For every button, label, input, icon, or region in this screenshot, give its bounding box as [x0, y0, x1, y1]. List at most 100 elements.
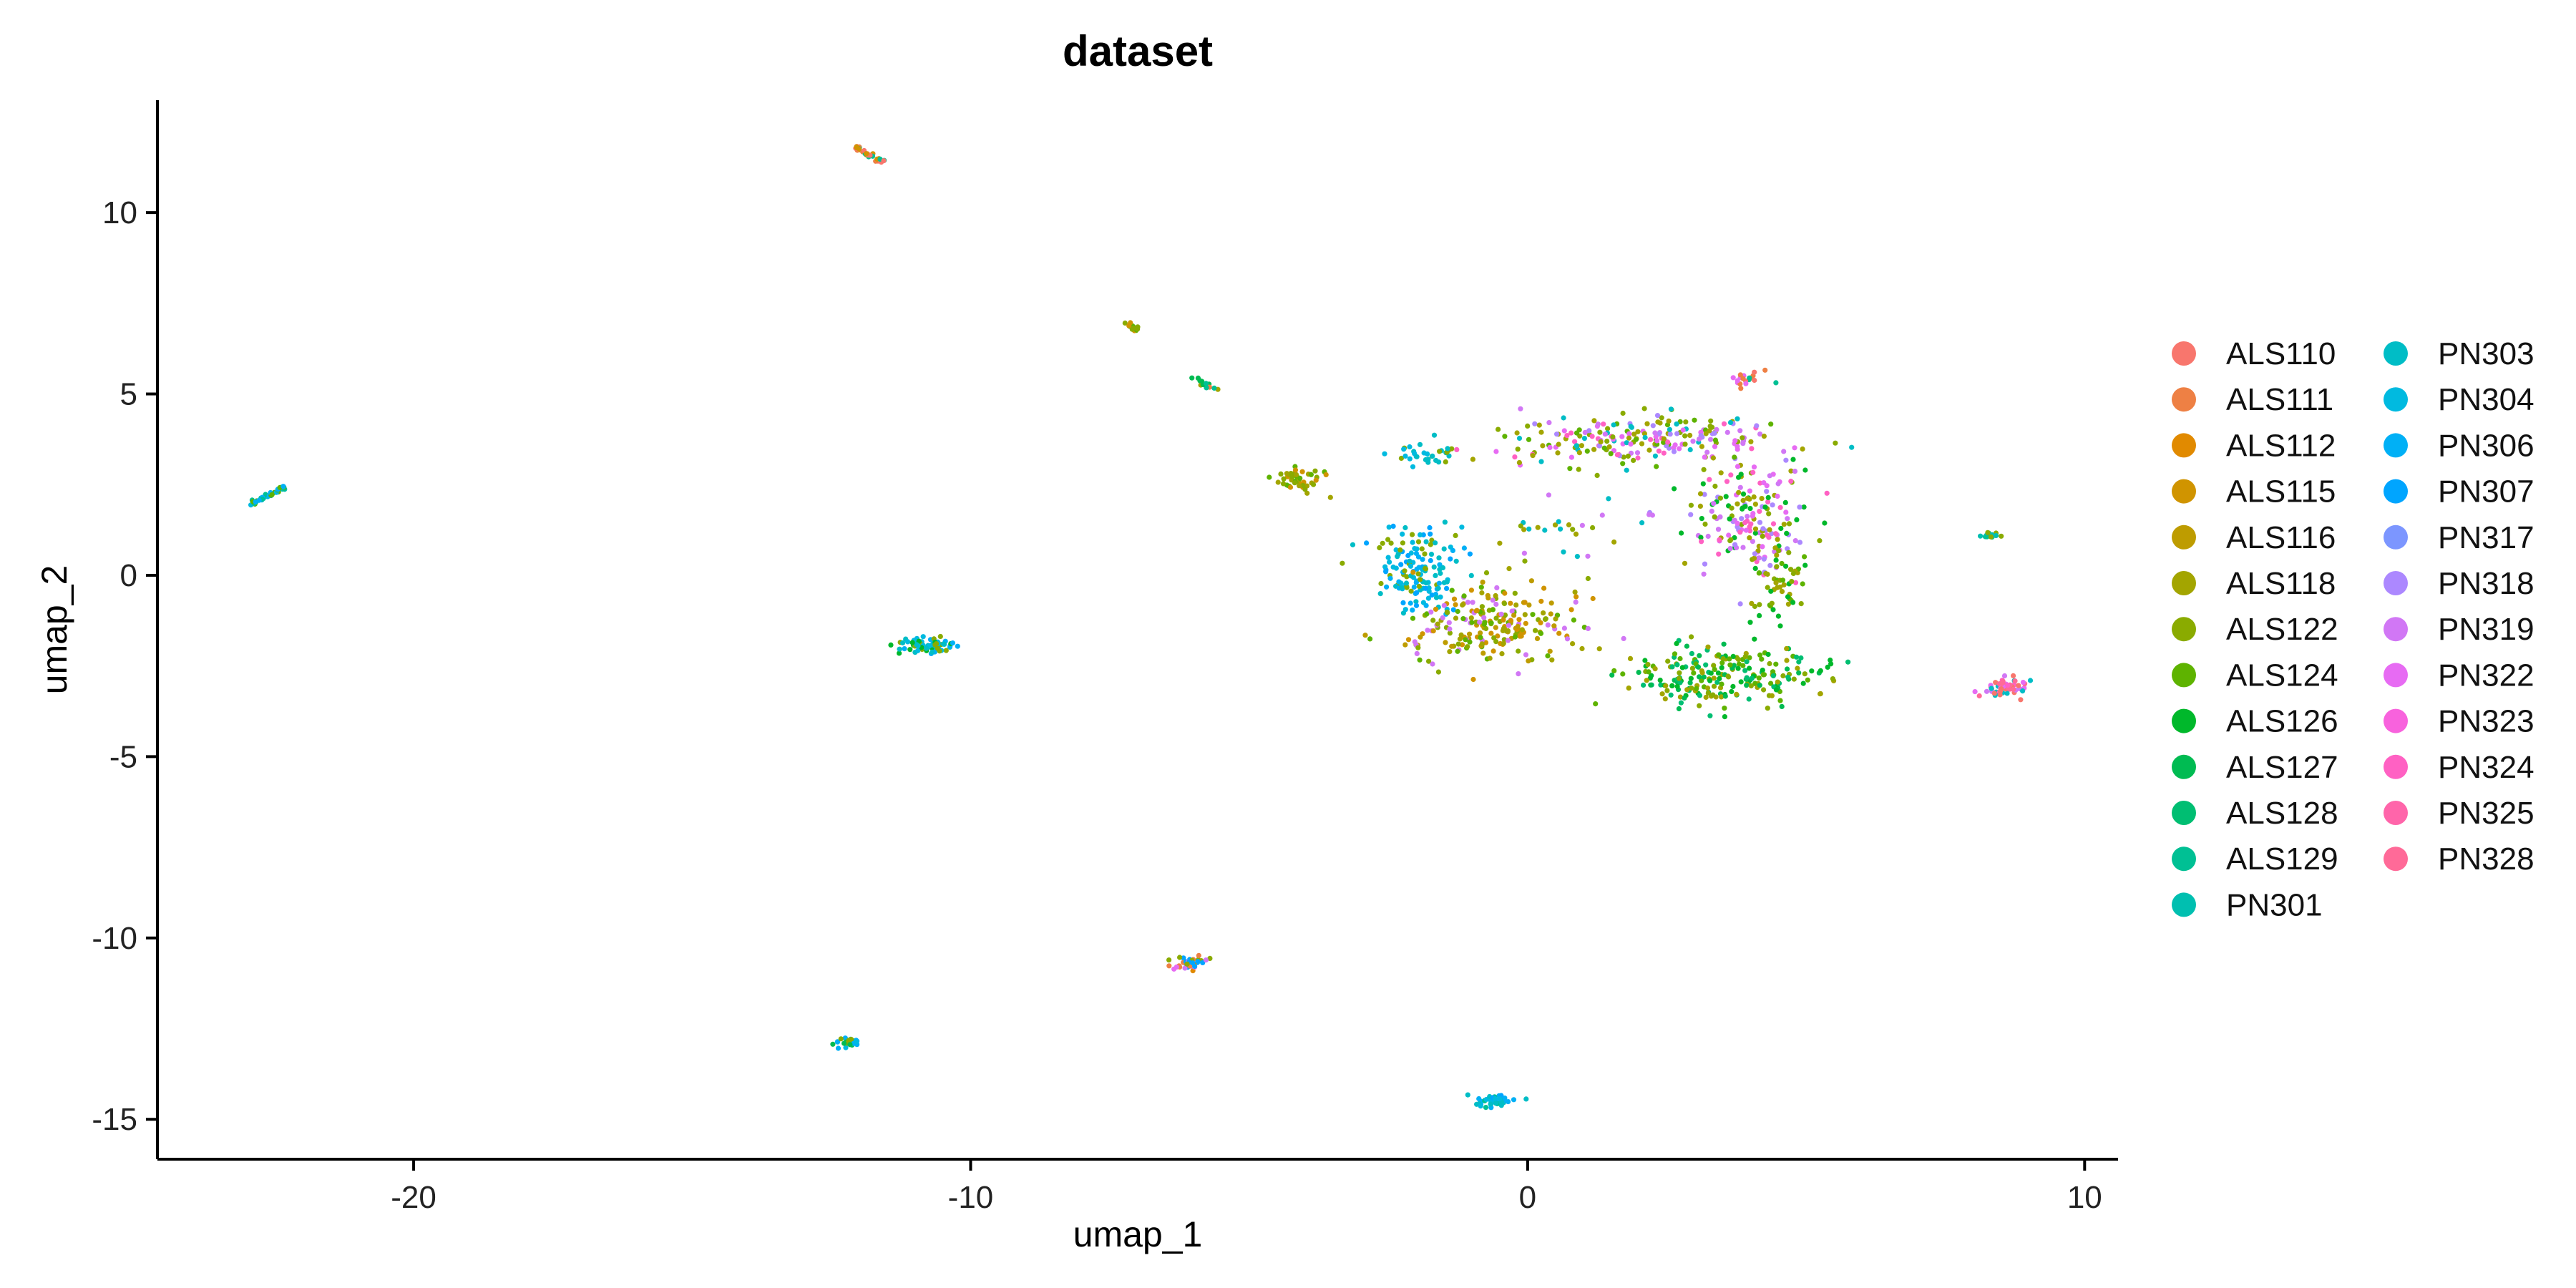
scatter-point	[1747, 375, 1752, 381]
scatter-point	[1721, 421, 1727, 426]
scatter-point	[1712, 514, 1717, 520]
scatter-point	[1621, 454, 1626, 460]
scatter-point	[1597, 429, 1603, 435]
scatter-point	[1461, 545, 1467, 551]
scatter-point	[1579, 443, 1584, 449]
scatter-point	[1727, 656, 1732, 662]
scatter-point	[1401, 447, 1407, 452]
scatter-point	[1796, 670, 1802, 675]
scatter-point	[1491, 635, 1497, 641]
scatter-point	[1433, 540, 1438, 546]
scatter-point	[1747, 620, 1753, 625]
scatter-point	[1166, 963, 1172, 969]
scatter-point	[1493, 601, 1499, 608]
legend-label: ALS112	[2226, 428, 2336, 463]
scatter-point	[1181, 955, 1186, 961]
scatter-point	[1757, 652, 1763, 658]
scatter-point	[1430, 628, 1436, 634]
scatter-point	[1604, 439, 1610, 444]
scatter-point	[1579, 645, 1585, 652]
scatter-point	[1698, 535, 1704, 540]
scatter-point	[1174, 964, 1179, 970]
scatter-point	[1522, 600, 1528, 605]
scatter-point	[1395, 552, 1401, 557]
scatter-point	[1677, 694, 1683, 700]
scatter-point	[1738, 472, 1744, 477]
legend-label: PN328	[2438, 841, 2534, 877]
scatter-point	[1648, 682, 1654, 688]
scatter-point	[1340, 560, 1345, 566]
scatter-point	[1691, 670, 1697, 676]
scatter-point	[1518, 633, 1524, 639]
scatter-point	[1699, 678, 1704, 683]
scatter-point	[1683, 419, 1689, 425]
scatter-point	[1668, 692, 1674, 698]
scatter-point	[1775, 537, 1780, 542]
scatter-point	[1506, 566, 1512, 572]
scatter-point	[1704, 449, 1710, 455]
scatter-point	[1773, 531, 1779, 537]
scatter-point	[1775, 585, 1780, 590]
scatter-point	[1795, 665, 1800, 671]
scatter-point	[1752, 636, 1757, 642]
scatter-point	[1304, 490, 1310, 496]
scatter-point	[1748, 439, 1754, 444]
scatter-point	[1547, 648, 1553, 654]
scatter-point	[1784, 645, 1790, 652]
scatter-point	[854, 1039, 859, 1045]
scatter-point	[1402, 453, 1408, 459]
scatter-point	[1668, 406, 1674, 412]
scatter-point	[1769, 600, 1775, 606]
scatter-point	[1798, 601, 1804, 607]
scatter-point	[1736, 661, 1742, 667]
scatter-point	[930, 649, 935, 655]
legend-label: PN303	[2438, 336, 2534, 371]
scatter-point	[1516, 671, 1521, 677]
scatter-point	[1441, 546, 1447, 552]
scatter-point	[1732, 438, 1738, 444]
scatter-point	[1705, 644, 1711, 650]
scatter-point	[1737, 372, 1743, 378]
legend-label: ALS116	[2226, 520, 2336, 555]
scatter-point	[1765, 499, 1771, 505]
scatter-point	[1790, 600, 1796, 605]
scatter-point	[1730, 375, 1736, 381]
scatter-point	[1765, 585, 1770, 590]
scatter-point	[2012, 678, 2018, 684]
scatter-point	[1735, 656, 1741, 663]
scatter-point	[1548, 600, 1554, 606]
scatter-point	[1770, 502, 1775, 508]
scatter-point	[1297, 483, 1302, 489]
scatter-point	[1682, 560, 1688, 566]
scatter-point	[1793, 654, 1800, 660]
scatter-point	[1405, 637, 1412, 643]
scatter-point	[1502, 613, 1508, 618]
scatter-point	[1415, 539, 1422, 545]
scatter-point	[1652, 666, 1658, 672]
scatter-point	[1684, 687, 1690, 693]
scatter-point	[1641, 406, 1647, 411]
scatter-point	[1699, 516, 1704, 522]
scatter-point	[1672, 486, 1677, 492]
scatter-point	[1574, 594, 1579, 600]
scatter-point	[1676, 706, 1682, 712]
scatter-point	[1556, 630, 1562, 636]
scatter-point	[1594, 472, 1600, 479]
legend-swatch	[2384, 708, 2408, 733]
scatter-point	[1388, 540, 1394, 546]
y-tick-label: -10	[92, 921, 137, 956]
scatter-point	[1785, 546, 1790, 552]
scatter-point	[1747, 535, 1752, 541]
scatter-point	[1677, 446, 1682, 452]
scatter-point	[1299, 469, 1305, 474]
scatter-point	[1692, 417, 1697, 423]
scatter-point	[1425, 628, 1430, 633]
scatter-point	[1469, 620, 1475, 625]
legend-label: PN301	[2226, 887, 2323, 922]
scatter-point	[1740, 663, 1746, 668]
scatter-point	[1493, 1101, 1498, 1106]
scatter-point	[1676, 675, 1682, 681]
scatter-point	[1508, 600, 1513, 606]
scatter-point	[1323, 472, 1329, 478]
scatter-point	[1387, 559, 1392, 565]
